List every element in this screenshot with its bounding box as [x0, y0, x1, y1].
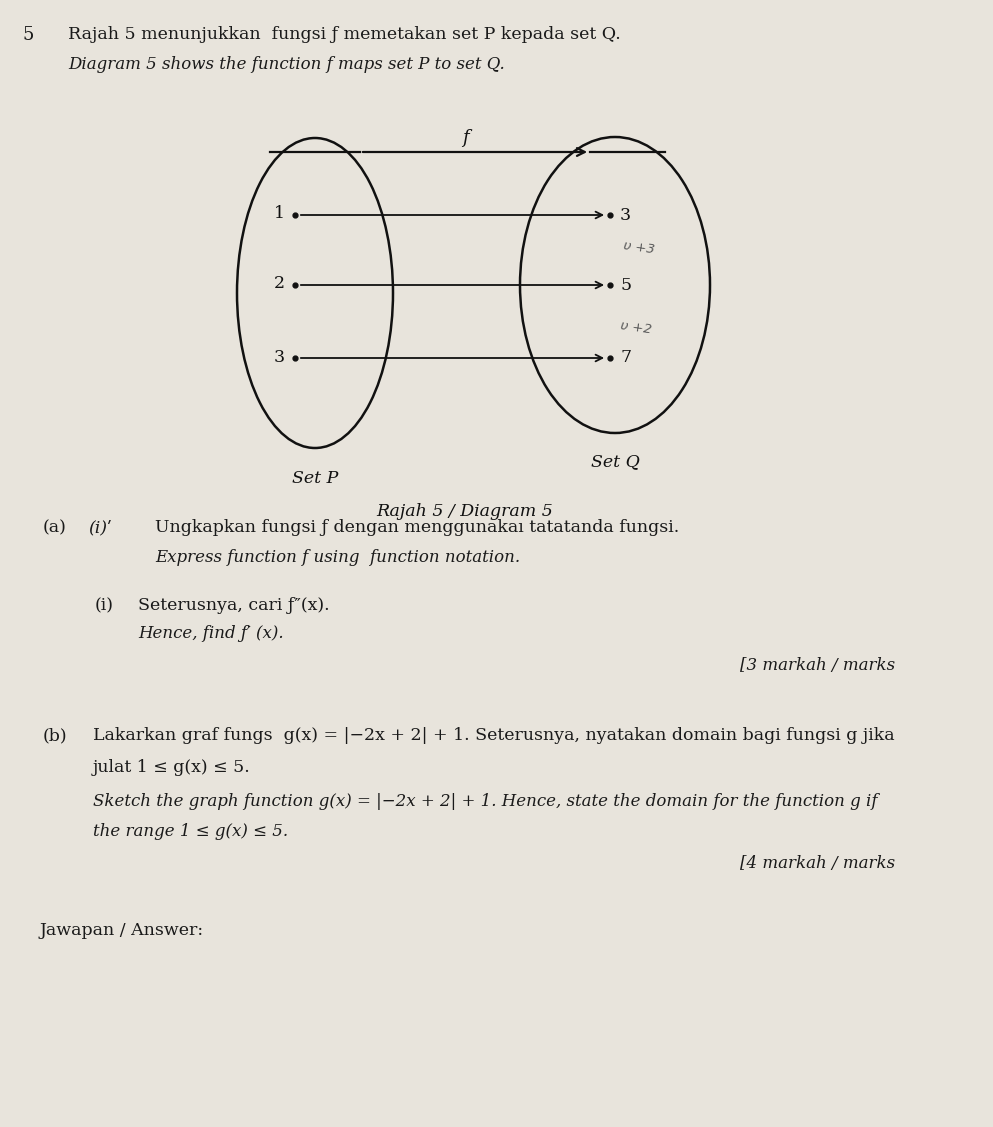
- Text: (b): (b): [43, 727, 68, 744]
- Text: Express function f using  function notation.: Express function f using function notati…: [155, 549, 520, 566]
- Text: Set P: Set P: [292, 470, 339, 487]
- Text: Rajah 5 / Diagram 5: Rajah 5 / Diagram 5: [376, 503, 553, 520]
- Text: 5: 5: [22, 26, 34, 44]
- Text: Rajah 5 menunjukkan  fungsi ƒ memetakan set P kepada set Q.: Rajah 5 menunjukkan fungsi ƒ memetakan s…: [68, 26, 621, 43]
- Text: 1: 1: [274, 205, 285, 222]
- Text: the range 1 ≤ g(x) ≤ 5.: the range 1 ≤ g(x) ≤ 5.: [93, 823, 288, 840]
- Text: 3: 3: [274, 348, 285, 365]
- Text: (i): (i): [95, 597, 114, 614]
- Text: [3 markah / marks: [3 markah / marks: [740, 657, 895, 674]
- Text: julat 1 ≤ g(x) ≤ 5.: julat 1 ≤ g(x) ≤ 5.: [93, 758, 251, 777]
- Text: Jawapan / Answer:: Jawapan / Answer:: [40, 922, 205, 939]
- Text: 3: 3: [620, 206, 632, 223]
- Text: f: f: [462, 128, 469, 147]
- Text: Hence, find ƒ′ (x).: Hence, find ƒ′ (x).: [138, 625, 284, 642]
- Text: Set Q: Set Q: [591, 453, 639, 470]
- Text: Diagram 5 shows the function f maps set P to set Q.: Diagram 5 shows the function f maps set …: [68, 56, 504, 73]
- Text: Sketch the graph function g(x) = |−2x + 2| + 1. Hence, state the domain for the : Sketch the graph function g(x) = |−2x + …: [93, 793, 878, 810]
- Text: [4 markah / marks: [4 markah / marks: [740, 855, 895, 872]
- Text: (a): (a): [43, 520, 67, 536]
- Text: υ +3: υ +3: [623, 239, 656, 257]
- Text: 7: 7: [620, 349, 632, 366]
- Text: Lakarkan graf fungs  g(x) = |−2x + 2| + 1. Seterusnya, nyatakan domain bagi fung: Lakarkan graf fungs g(x) = |−2x + 2| + 1…: [93, 727, 895, 744]
- Text: 5: 5: [620, 276, 632, 293]
- Text: υ +2: υ +2: [620, 319, 652, 337]
- Text: (i)ʹ: (i)ʹ: [88, 520, 112, 536]
- Text: 2: 2: [274, 275, 285, 293]
- Text: Seterusnya, cari ƒ″(x).: Seterusnya, cari ƒ″(x).: [138, 597, 330, 614]
- Text: Ungkapkan fungsi ƒ dengan menggunakaı tatatanda fungsi.: Ungkapkan fungsi ƒ dengan menggunakaı ta…: [155, 520, 679, 536]
